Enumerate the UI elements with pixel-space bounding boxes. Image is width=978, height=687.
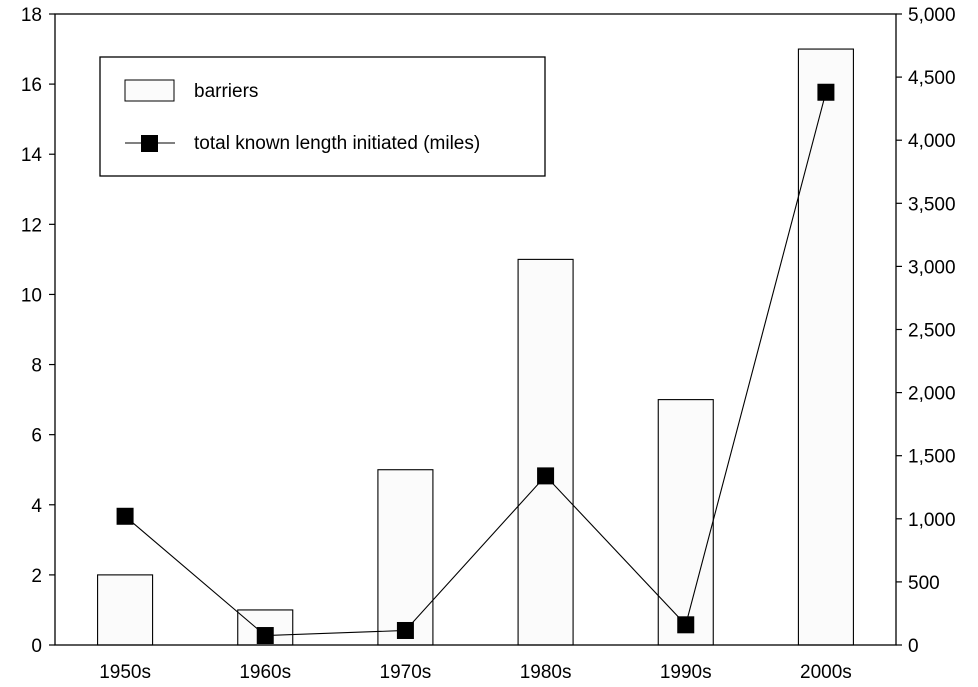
legend-label-length: total known length initiated (miles) <box>194 133 480 154</box>
legend-marker-swatch <box>141 135 158 152</box>
right-axis: 0 500 1,000 1,500 2,000 2,500 3,000 3,500 4,000 4… <box>896 5 956 657</box>
left-tick-label: 14 <box>21 145 43 166</box>
right-tick-label: 1,000 <box>908 510 956 531</box>
line-point-marker <box>396 621 414 639</box>
bar <box>517 258 574 646</box>
left-tick-label: 6 <box>31 426 42 447</box>
plot-frame <box>54 13 897 646</box>
right-tick-label: 1,500 <box>908 447 956 468</box>
right-tick-label: 5,000 <box>908 5 956 26</box>
right-tick-label: 500 <box>908 573 940 594</box>
right-tick-label: 0 <box>908 636 919 657</box>
bar <box>377 469 434 646</box>
bar <box>657 399 714 646</box>
left-tick-label: 16 <box>21 75 42 96</box>
left-tick-label: 8 <box>31 356 42 377</box>
right-tick-label: 4,500 <box>908 68 956 89</box>
legend-box <box>99 56 546 177</box>
left-tick-label: 12 <box>21 215 42 236</box>
x-tick-label: 1950s <box>99 662 151 683</box>
left-tick-label: 0 <box>31 636 42 657</box>
series-line <box>124 92 827 637</box>
line-point-marker <box>817 83 835 101</box>
line-point-marker <box>116 507 134 525</box>
x-tick-label: 1960s <box>239 662 291 683</box>
x-tick-label: 1990s <box>660 662 712 683</box>
right-tick-label: 3,000 <box>908 257 956 278</box>
right-tick-label: 4,000 <box>908 131 956 152</box>
bars-series <box>97 48 854 646</box>
line-point-marker <box>677 616 695 634</box>
x-tick-label: 1980s <box>520 662 572 683</box>
line-point-marker <box>256 627 274 645</box>
line-series <box>116 83 835 645</box>
left-tick-label: 4 <box>31 496 42 517</box>
x-tick-label: 1970s <box>380 662 432 683</box>
legend-label-barriers: barriers <box>194 81 258 102</box>
x-tick-label: 2000s <box>800 662 852 683</box>
bar <box>797 48 854 646</box>
legend-bar-swatch <box>124 79 175 102</box>
bar <box>97 574 154 646</box>
legend: barriers total known length initiated (m… <box>99 56 546 177</box>
left-tick-label: 10 <box>21 285 42 306</box>
left-tick-label: 2 <box>31 566 42 587</box>
right-tick-label: 3,500 <box>908 194 956 215</box>
x-axis: 1950s 1960s 1970s 1980s 1990s 2000s <box>99 662 852 683</box>
right-tick-label: 2,500 <box>908 321 956 342</box>
line-point-marker <box>537 467 555 485</box>
left-axis: 0 2 4 6 8 10 12 14 16 18 <box>21 5 55 657</box>
left-tick-label: 18 <box>21 5 42 26</box>
right-tick-label: 2,000 <box>908 384 956 405</box>
